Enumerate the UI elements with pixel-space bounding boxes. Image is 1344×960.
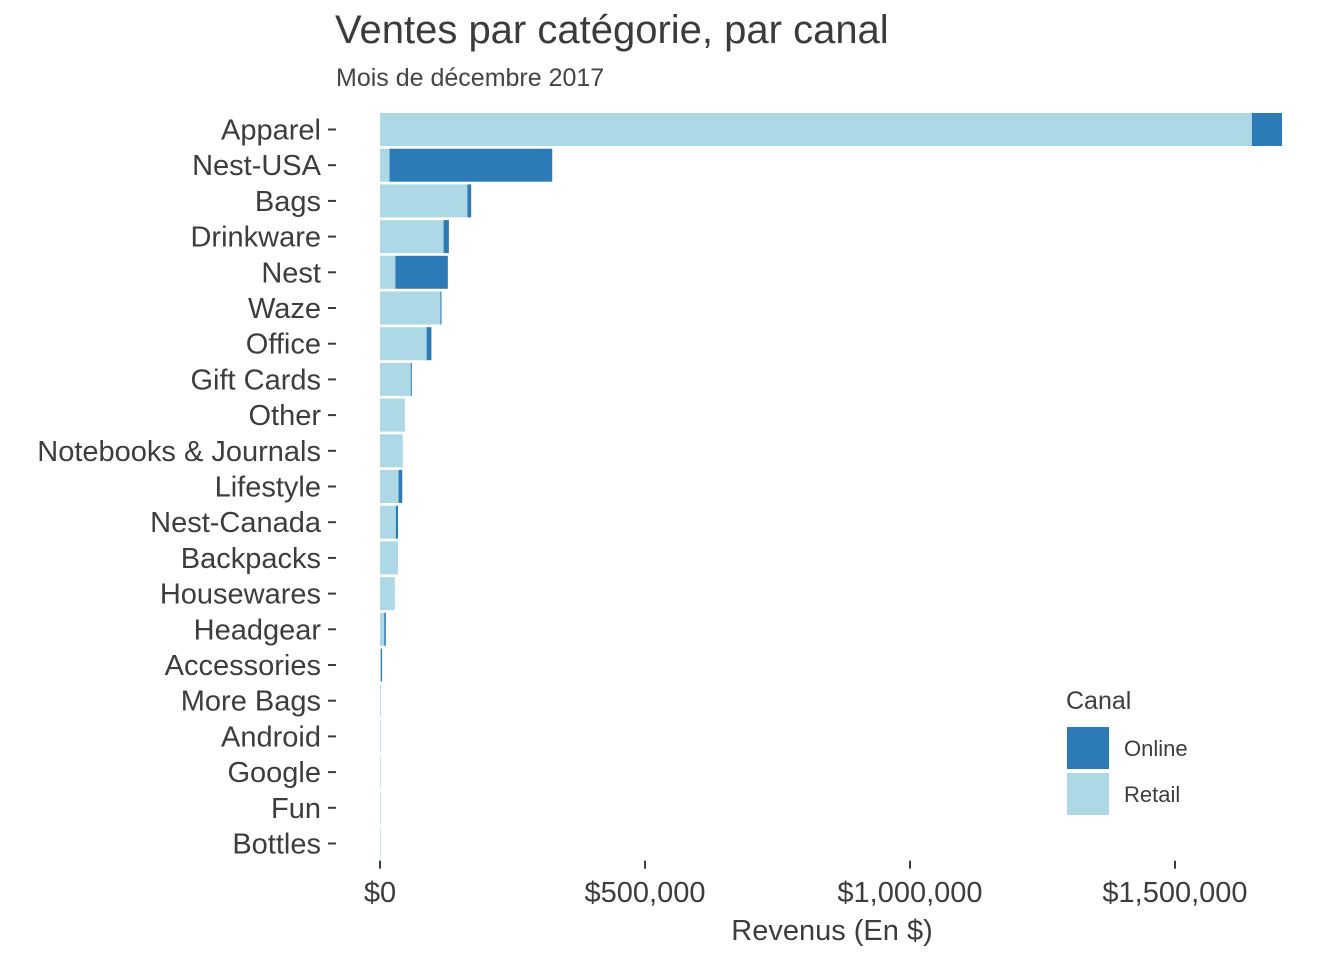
bars-layer [380, 113, 1283, 860]
bar-retail-other [380, 398, 405, 432]
category-label-waze: Waze [248, 293, 321, 325]
category-label-android: Android [221, 721, 321, 753]
bar-retail-lifestyle [380, 470, 399, 503]
legend-swatch-retail [1067, 773, 1109, 815]
bar-retail-apparel [380, 113, 1252, 146]
bar-retail-more-bags [380, 684, 381, 718]
bar-retail-waze [380, 291, 441, 325]
bar-retail-office [380, 327, 427, 361]
bar-retail-backpacks [380, 541, 399, 575]
category-label-nest-usa: Nest-USA [192, 150, 322, 182]
category-label-notebooks-and-journals: Notebooks & Journals [37, 436, 321, 468]
chart-title: Ventes par catégorie, par canal [335, 8, 889, 52]
legend-label-online: Online [1124, 736, 1188, 761]
legend-swatch-online [1067, 727, 1109, 769]
legend-label-retail: Retail [1124, 782, 1180, 807]
bar-retail-fun [380, 791, 381, 825]
bar-retail-notebooks-and-journals [380, 434, 403, 468]
bar-retail-bags [380, 184, 468, 218]
bar-online-apparel [1251, 113, 1283, 146]
value-axis: $0 $500,000 $1,000,000 $1,500,000 [364, 860, 1248, 909]
category-label-fun: Fun [271, 793, 321, 825]
category-label-more-bags: More Bags [181, 686, 321, 718]
bar-retail-nest-usa [380, 148, 390, 182]
chart-subtitle: Mois de décembre 2017 [336, 64, 605, 92]
bar-retail-gift-cards [380, 362, 411, 396]
bar-retail-housewares [380, 577, 395, 611]
bar-retail-drinkware [380, 220, 444, 254]
category-label-housewares: Housewares [160, 579, 321, 611]
bar-retail-nest [380, 255, 396, 289]
category-label-gift-cards: Gift Cards [190, 364, 321, 396]
bar-retail-headgear [380, 612, 385, 646]
x-tick-label-3: $1,500,000 [1102, 877, 1247, 909]
category-label-bottles: Bottles [232, 829, 321, 861]
bar-online-nest-canada [395, 505, 399, 539]
legend-title: Canal [1066, 687, 1131, 715]
category-label-office: Office [246, 329, 321, 361]
bar-online-gift-cards [410, 362, 412, 396]
category-label-bags: Bags [255, 186, 321, 218]
category-label-other: Other [248, 400, 321, 432]
category-label-apparel: Apparel [221, 115, 321, 147]
x-tick-label-0: $0 [364, 877, 396, 909]
category-label-nest: Nest [261, 257, 321, 289]
legend: Canal Online Retail [1066, 687, 1188, 815]
bar-online-nest [395, 255, 448, 289]
x-tick-label-1: $500,000 [585, 877, 706, 909]
bar-online-lifestyle [398, 470, 403, 503]
bar-retail-android [380, 719, 381, 753]
category-label-drinkware: Drinkware [190, 222, 321, 254]
bar-online-accessories [381, 648, 383, 682]
x-axis-title: Revenus (En $) [731, 915, 933, 947]
bar-retail-bottles [380, 827, 381, 860]
category-label-accessories: Accessories [165, 650, 321, 682]
x-tick-label-2: $1,000,000 [837, 877, 982, 909]
bar-retail-accessories [380, 648, 382, 682]
bar-online-office [426, 327, 432, 361]
bar-online-headgear [384, 612, 386, 646]
bar-online-waze [440, 291, 442, 325]
bar-retail-nest-canada [380, 505, 396, 539]
category-label-google: Google [227, 757, 321, 789]
category-label-headgear: Headgear [194, 614, 322, 646]
bar-online-bags [467, 184, 472, 218]
category-label-backpacks: Backpacks [181, 543, 321, 575]
bar-online-nest-usa [389, 148, 553, 182]
bar-retail-google [380, 755, 381, 789]
category-label-lifestyle: Lifestyle [215, 472, 321, 504]
bar-online-drinkware [443, 220, 449, 254]
category-label-nest-canada: Nest-Canada [150, 507, 322, 539]
